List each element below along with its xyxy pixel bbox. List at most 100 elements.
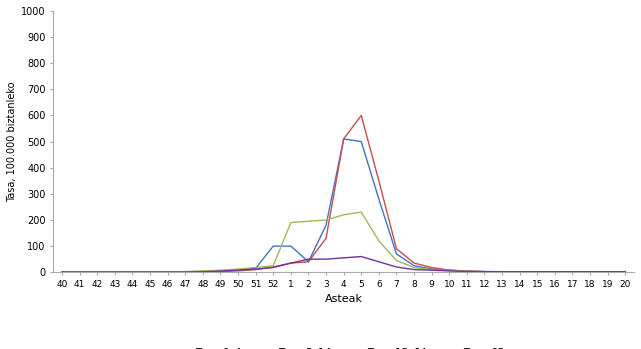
Tasa_15_64 (58, 270, 66, 274)
Tasa_15_64 (463, 269, 470, 273)
Line: Tasa_65_+: Tasa_65_+ (62, 257, 625, 272)
Tasa_65_+ (217, 269, 224, 273)
Tasa_65_+ (445, 269, 453, 273)
Tasa_65_+ (287, 261, 295, 265)
Tasa_65_+ (304, 257, 312, 261)
Tasa_65_+ (392, 265, 400, 269)
Tasa_5_14 (340, 137, 347, 141)
Tasa_5_14 (252, 268, 260, 272)
Tasa_5_14 (551, 270, 559, 274)
Tasa_15_64 (410, 266, 418, 270)
Tasa_15_64 (569, 270, 576, 274)
Tasa_15_64 (375, 239, 383, 243)
Tasa_5_14 (287, 261, 295, 265)
Tasa_0_4 (252, 266, 260, 270)
Tasa_65_+ (621, 270, 629, 274)
Tasa_15_64 (94, 270, 101, 274)
Tasa_65_+ (551, 270, 559, 274)
Tasa_15_64 (269, 263, 277, 268)
Tasa_5_14 (199, 270, 206, 274)
Tasa_5_14 (516, 270, 524, 274)
Tasa_0_4 (569, 270, 576, 274)
Tasa_15_64 (164, 270, 172, 274)
Tasa_65_+ (410, 268, 418, 272)
Tasa_65_+ (234, 268, 242, 272)
Tasa_0_4 (234, 268, 242, 272)
Tasa_15_64 (146, 270, 154, 274)
Tasa_0_4 (392, 252, 400, 256)
Tasa_15_64 (217, 268, 224, 272)
Tasa_15_64 (76, 270, 83, 274)
Tasa_65_+ (322, 257, 330, 261)
Tasa_15_64 (322, 218, 330, 222)
Tasa_5_14 (604, 270, 612, 274)
Tasa_0_4 (217, 269, 224, 273)
Tasa_15_64 (587, 270, 594, 274)
Tasa_5_14 (164, 270, 172, 274)
Tasa_0_4 (533, 270, 541, 274)
Tasa_0_4 (76, 270, 83, 274)
Tasa_0_4 (181, 270, 189, 274)
Tasa_65_+ (516, 270, 524, 274)
Tasa_65_+ (587, 270, 594, 274)
Tasa_65_+ (340, 256, 347, 260)
Tasa_0_4 (304, 260, 312, 264)
Tasa_65_+ (375, 260, 383, 264)
Tasa_0_4 (322, 223, 330, 227)
Tasa_0_4 (551, 270, 559, 274)
Line: Tasa_5_14: Tasa_5_14 (62, 116, 625, 272)
Tasa_5_14 (181, 270, 189, 274)
Tasa_0_4 (269, 244, 277, 248)
Tasa_0_4 (445, 268, 453, 272)
Tasa_15_64 (481, 270, 488, 274)
Tasa_65_+ (199, 270, 206, 274)
Tasa_65_+ (76, 270, 83, 274)
Tasa_5_14 (269, 265, 277, 269)
Tasa_65_+ (604, 270, 612, 274)
Tasa_15_64 (129, 270, 137, 274)
Tasa_0_4 (58, 270, 66, 274)
Tasa_0_4 (516, 270, 524, 274)
Tasa_15_64 (199, 269, 206, 273)
Tasa_0_4 (287, 244, 295, 248)
Tasa_15_64 (516, 270, 524, 274)
Tasa_65_+ (164, 270, 172, 274)
Tasa_15_64 (181, 270, 189, 274)
Tasa_65_+ (129, 270, 137, 274)
Tasa_0_4 (375, 197, 383, 201)
Tasa_0_4 (111, 270, 119, 274)
Tasa_5_14 (533, 270, 541, 274)
Tasa_15_64 (252, 266, 260, 270)
Tasa_65_+ (498, 270, 506, 274)
Tasa_15_64 (551, 270, 559, 274)
Tasa_5_14 (428, 266, 435, 270)
Tasa_15_64 (445, 269, 453, 273)
Tasa_5_14 (111, 270, 119, 274)
Tasa_15_64 (340, 213, 347, 217)
Tasa_15_64 (111, 270, 119, 274)
Tasa_5_14 (587, 270, 594, 274)
Tasa_5_14 (304, 260, 312, 264)
Y-axis label: Tasa, 100.000 biztanleko: Tasa, 100.000 biztanleko (7, 81, 17, 202)
Tasa_15_64 (358, 210, 365, 214)
Tasa_15_64 (533, 270, 541, 274)
Tasa_15_64 (287, 221, 295, 225)
Tasa_65_+ (146, 270, 154, 274)
Tasa_0_4 (587, 270, 594, 274)
X-axis label: Asteak: Asteak (324, 295, 363, 304)
Tasa_0_4 (604, 270, 612, 274)
Tasa_65_+ (111, 270, 119, 274)
Tasa_65_+ (269, 266, 277, 270)
Tasa_65_+ (181, 270, 189, 274)
Legend: Tasa_0_4, Tasa_5_14, Tasa_15_64, Tasa_65_+: Tasa_0_4, Tasa_5_14, Tasa_15_64, Tasa_65… (165, 343, 522, 349)
Tasa_65_+ (358, 254, 365, 259)
Tasa_5_14 (410, 261, 418, 265)
Tasa_15_64 (234, 267, 242, 271)
Tasa_5_14 (463, 269, 470, 273)
Tasa_5_14 (375, 179, 383, 183)
Tasa_5_14 (58, 270, 66, 274)
Tasa_5_14 (498, 270, 506, 274)
Tasa_0_4 (129, 270, 137, 274)
Tasa_65_+ (94, 270, 101, 274)
Tasa_5_14 (358, 113, 365, 118)
